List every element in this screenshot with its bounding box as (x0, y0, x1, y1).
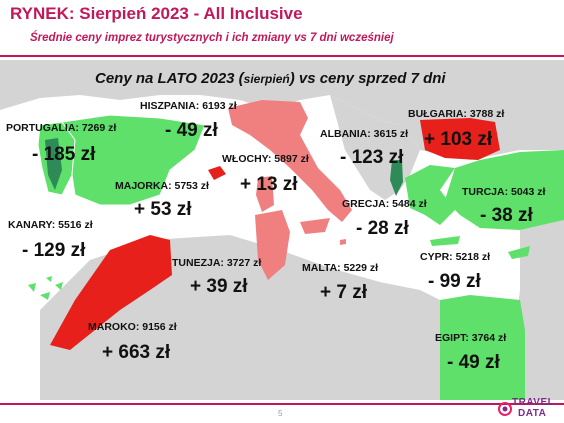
page-number: 5 (278, 409, 283, 418)
europe-map (0, 60, 564, 400)
slide-subtitle: Średnie ceny imprez turystycznych i ich … (30, 32, 394, 44)
label-malta: MALTA: 5229 zł (302, 262, 379, 274)
label-hiszpania: HISZPANIA: 6193 zł (140, 100, 237, 112)
label-kanary: KANARY: 5516 zł (8, 219, 93, 231)
country-portugal-inner (45, 138, 62, 190)
change-cypr: - 99 zł (428, 271, 481, 292)
label-grecja: GRECJA: 5484 zł (342, 198, 427, 210)
change-kanary: - 129 zł (22, 240, 86, 261)
logo-text-travel: TRAVEL (512, 397, 555, 408)
country-albania (390, 160, 403, 196)
label-cypr: CYPR: 5218 zł (420, 251, 491, 263)
country-greece (405, 165, 455, 225)
change-hiszpania: - 49 zł (165, 120, 218, 141)
island-sardinia (256, 176, 274, 212)
country-spain (61, 114, 206, 206)
label-albania: ALBANIA: 3615 zł (320, 128, 409, 140)
change-portugalia: - 185 zł (32, 144, 96, 165)
island-majorca (208, 166, 226, 180)
map-heading: Ceny na LATO 2023 (sierpień) vs ceny spr… (95, 70, 446, 87)
label-wlochy: WŁOCHY: 5897 zł (222, 153, 309, 165)
footer-divider (0, 403, 564, 405)
logo-text-data: DATA (518, 408, 547, 419)
logo-mark-icon (498, 402, 512, 416)
header-divider (0, 55, 564, 57)
change-malta: + 7 zł (320, 282, 367, 303)
label-portugalia: PORTUGALIA: 7269 zł (6, 122, 117, 134)
country-tunisia (255, 210, 290, 280)
land-middle-east (515, 220, 564, 400)
label-egipt: EGIPT: 3764 zł (435, 332, 507, 344)
country-egypt (440, 295, 525, 400)
change-albania: - 123 zł (340, 147, 404, 168)
change-maroko: + 663 zł (102, 342, 171, 363)
travel-data-logo: TRAVEL DATA (498, 396, 560, 422)
island-sicily (300, 218, 330, 234)
island-canary-2 (40, 292, 50, 300)
country-turkey (445, 150, 564, 230)
label-maroko: MAROKO: 9156 zł (88, 321, 177, 333)
island-canary-3 (55, 282, 63, 290)
map-heading-end: ) vs ceny sprzed 7 dni (289, 70, 446, 87)
label-bulgaria: BUŁGARIA: 3788 zł (408, 108, 505, 120)
country-morocco (50, 235, 172, 350)
island-cyprus (508, 246, 530, 259)
label-majorka: MAJORKA: 5753 zł (115, 180, 209, 192)
label-tunezja: TUNEZJA: 3727 zł (172, 257, 262, 269)
slide-header: RYNEK: Sierpień 2023 - All Inclusive Śre… (0, 0, 564, 58)
change-bulgaria: + 103 zł (424, 129, 493, 150)
change-grecja: - 28 zł (356, 218, 409, 239)
island-canary-1 (28, 283, 36, 292)
change-turcja: - 38 zł (480, 205, 533, 226)
label-turcja: TURCJA: 5043 zł (462, 186, 546, 198)
country-bulgaria (420, 118, 500, 160)
island-malta (340, 239, 346, 245)
change-tunezja: + 39 zł (190, 276, 248, 297)
change-egipt: - 49 zł (447, 352, 500, 373)
map-heading-month: sierpień (243, 72, 290, 86)
change-majorka: + 53 zł (134, 199, 192, 220)
island-canary-4 (46, 276, 52, 282)
change-wlochy: + 13 zł (240, 174, 298, 195)
island-crete (430, 236, 460, 246)
country-italy (228, 100, 352, 222)
slide-title: RYNEK: Sierpień 2023 - All Inclusive (10, 4, 303, 23)
map-area (0, 60, 564, 400)
map-heading-main: Ceny na LATO 2023 ( (95, 70, 244, 87)
